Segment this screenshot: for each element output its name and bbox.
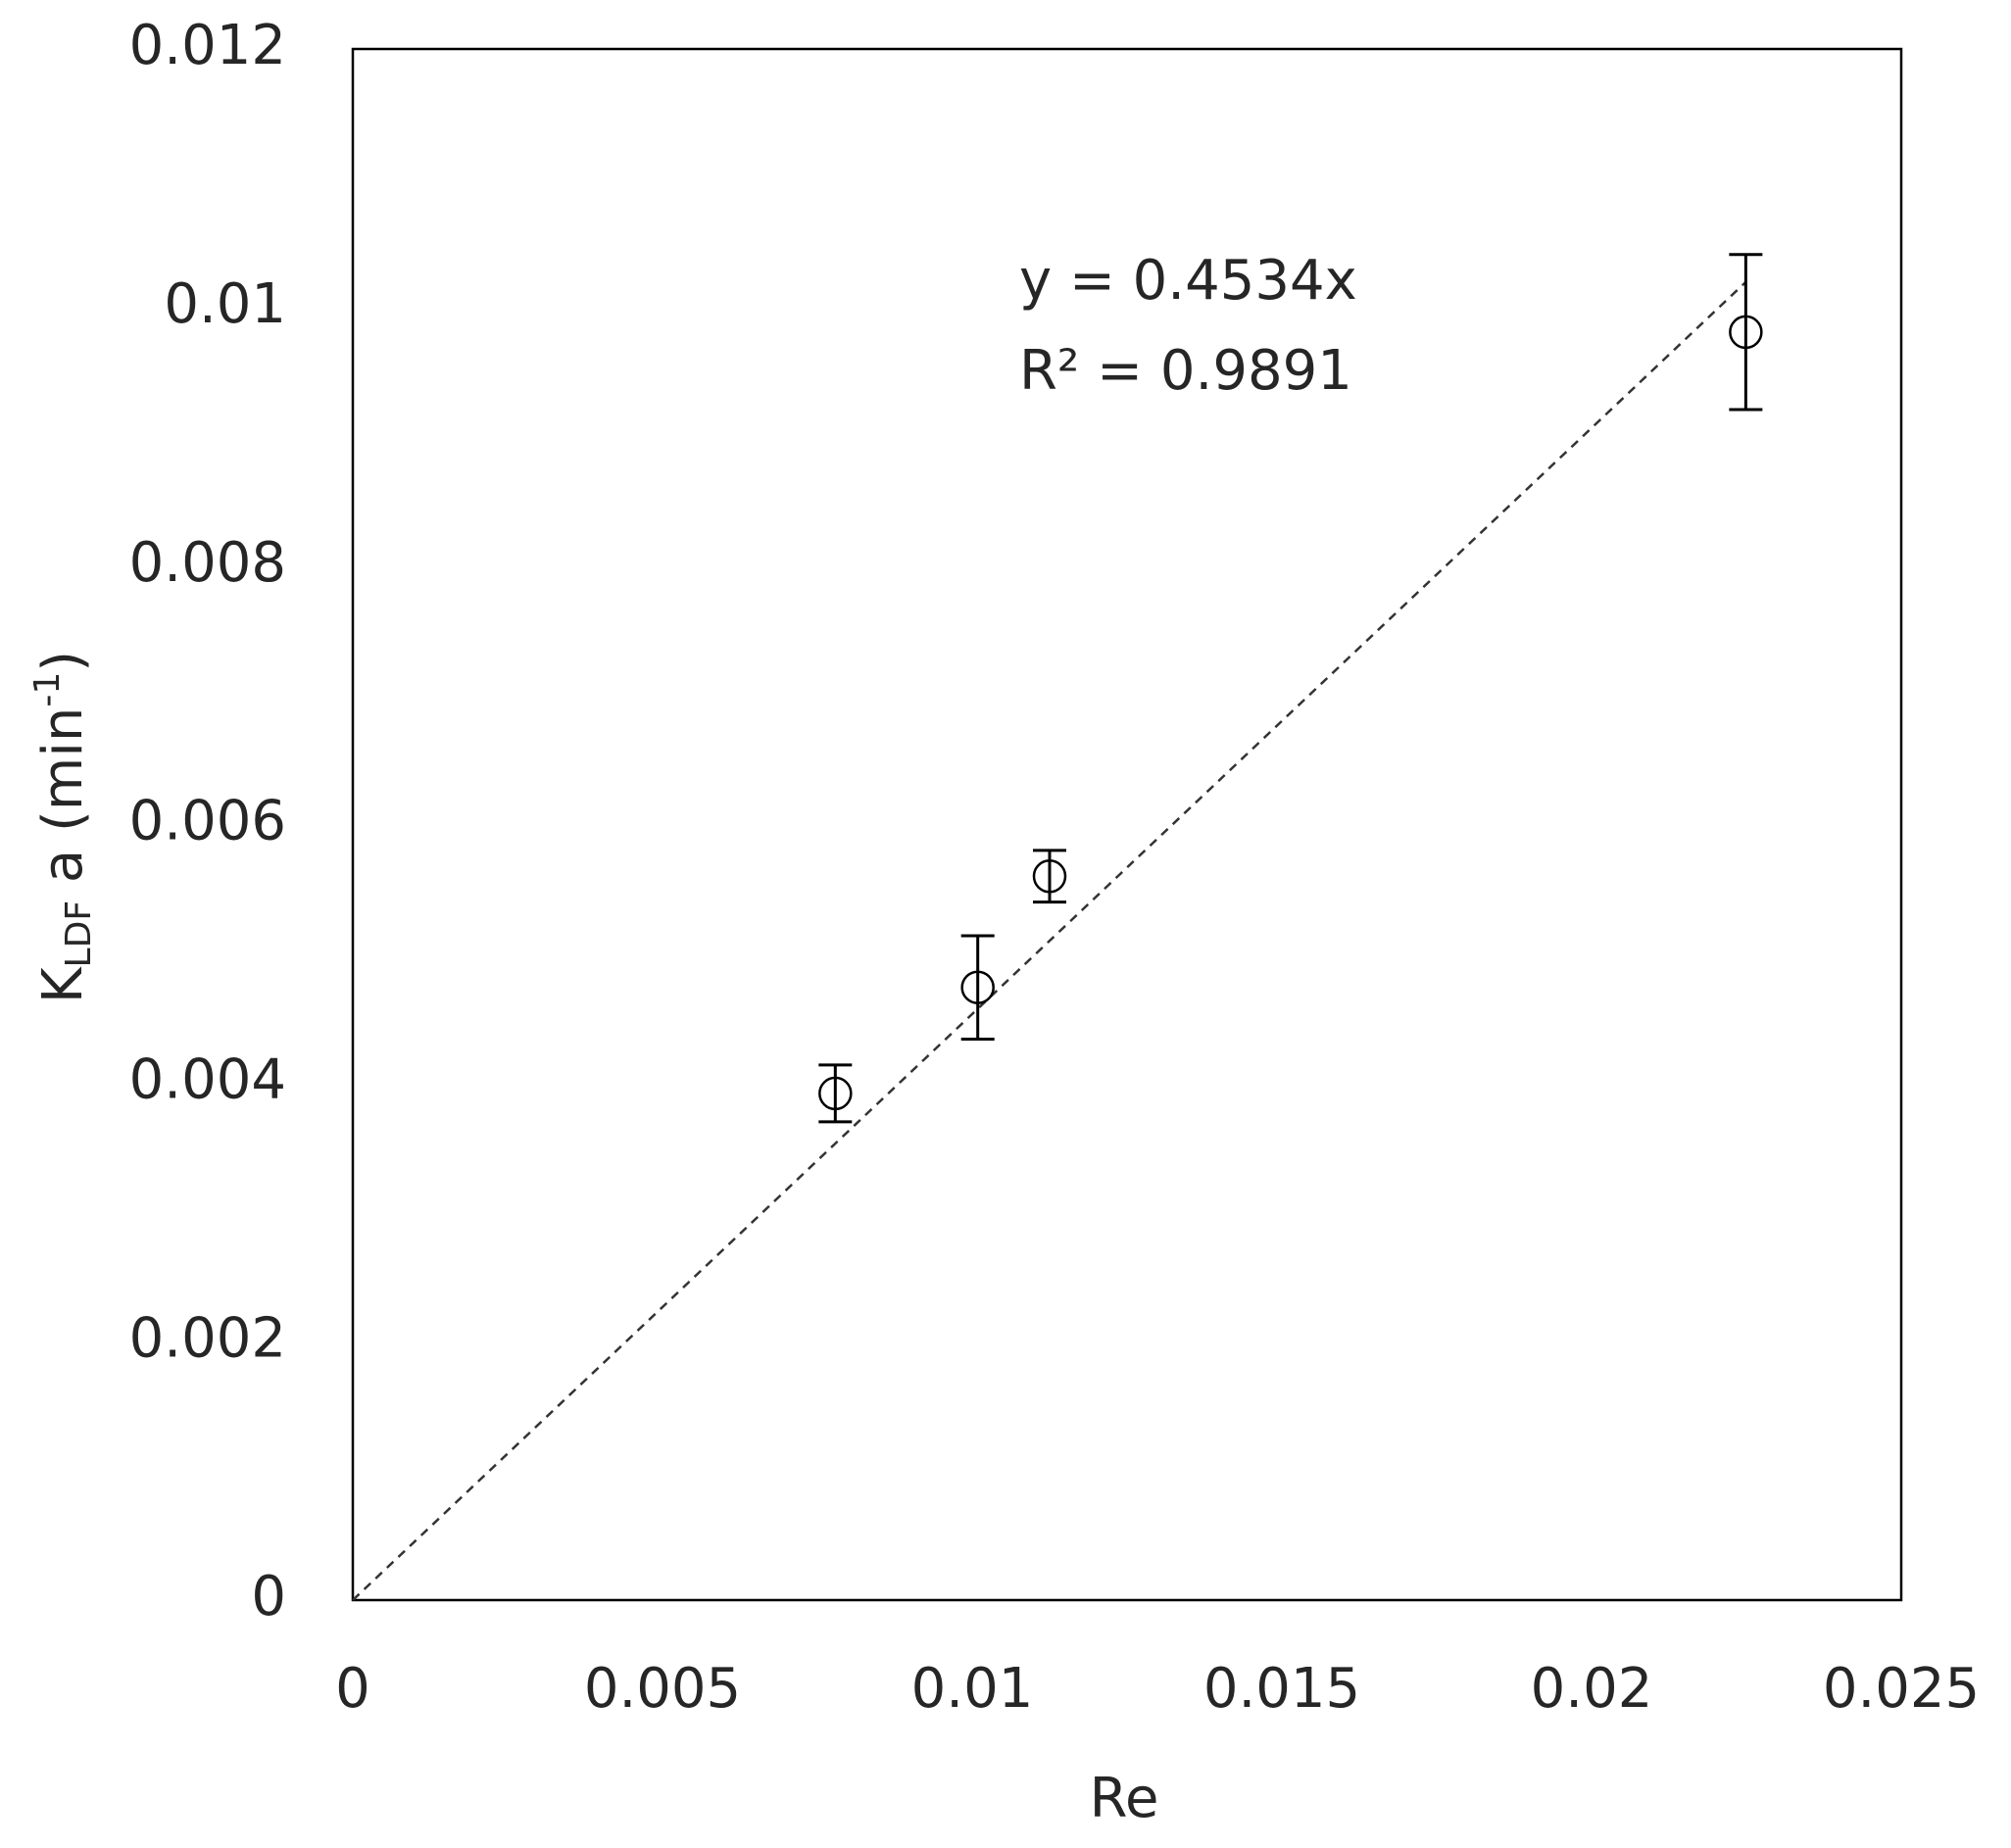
y-label-main: K [31, 966, 95, 1003]
plot-frame [351, 47, 1903, 1602]
marker [1729, 315, 1763, 350]
marker [1032, 859, 1067, 894]
y-tick-label: 0.002 [129, 1306, 286, 1370]
x-tick-label: 0 [335, 1657, 370, 1721]
x-tick-label: 0.01 [911, 1657, 1034, 1721]
y-label-end: ) [31, 651, 95, 672]
x-tick-label: 0.015 [1203, 1657, 1360, 1721]
marker [818, 1076, 853, 1111]
y-axis-label: KLDF a (min-1) [27, 651, 99, 1003]
trendline [352, 280, 1747, 1601]
y-tick-label: 0.01 [164, 272, 286, 336]
y-tick-label: 0.012 [129, 14, 286, 77]
y-label-subscript: LDF [59, 900, 99, 967]
trendline-equation: y = 0.4534x [1019, 249, 1357, 313]
marker [960, 970, 995, 1004]
y-tick-label: 0.006 [129, 790, 286, 853]
y-tick-label: 0 [251, 1565, 286, 1629]
trendline-r-squared: R² = 0.9891 [1019, 339, 1352, 403]
x-tick-label: 0.02 [1531, 1657, 1653, 1721]
y-tick-label: 0.008 [129, 531, 286, 595]
x-tick-label: 0.025 [1823, 1657, 1980, 1721]
y-tick-label: 0.004 [129, 1047, 286, 1111]
x-axis-label: Re [1090, 1767, 1159, 1830]
x-tick-label: 0.005 [584, 1657, 741, 1721]
y-label-middle: a (min [31, 707, 95, 900]
y-label-superscript: -1 [27, 672, 68, 707]
